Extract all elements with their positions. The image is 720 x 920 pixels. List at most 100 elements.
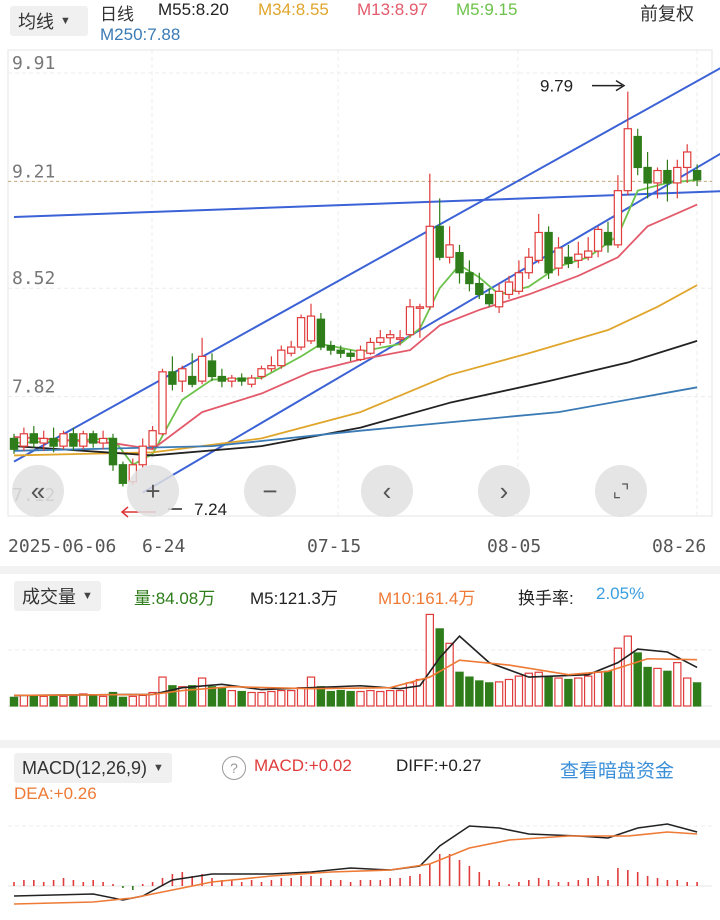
volume-bar <box>564 678 573 707</box>
candle-body <box>227 377 236 382</box>
chart-frame <box>7 49 713 517</box>
low-marker-arrowhead <box>120 506 129 518</box>
dea-line <box>13 831 698 905</box>
candle-body <box>316 318 326 348</box>
volume-bar <box>336 689 345 707</box>
high-price-label: 9.79 <box>540 77 573 96</box>
candle-body <box>257 368 266 378</box>
dark-pool-link[interactable]: 查看暗盘资金 <box>560 761 675 782</box>
candle-body <box>504 281 514 296</box>
candle-body <box>514 272 524 292</box>
candle-body <box>296 317 306 348</box>
volume-bar <box>356 690 365 707</box>
candle-body <box>386 334 395 339</box>
volume-bar <box>257 691 266 707</box>
fullscreen-button[interactable]: ⌞⌝ <box>595 465 647 517</box>
volume-bar <box>29 694 39 707</box>
candle-body <box>19 433 29 447</box>
volume-bar <box>306 676 316 707</box>
candle-body <box>405 306 415 336</box>
candle-body <box>593 228 603 252</box>
candle-body <box>59 433 68 447</box>
volume-bar <box>425 613 435 707</box>
volume-bar <box>69 694 78 707</box>
volume-selector-label: 成交量 <box>22 587 76 607</box>
volume-bar <box>623 635 633 707</box>
candle-body <box>188 375 197 385</box>
candle-body <box>79 433 88 447</box>
volume-indicator-selector[interactable]: 成交量 ▼ <box>14 581 101 611</box>
volume-bar <box>524 672 534 707</box>
volume-chart[interactable] <box>0 608 720 738</box>
volume-bar <box>39 695 48 707</box>
candle-body <box>425 225 435 308</box>
volume-bar <box>682 677 692 707</box>
period-label: 日线 <box>100 5 134 24</box>
volume-bar <box>613 647 623 707</box>
ma-selector-label: 均线 <box>18 12 54 32</box>
candlestick-chart[interactable]: 9.919.218.527.827.129.797.24 <box>0 0 720 520</box>
candle-body <box>623 128 633 192</box>
volume-value: 量:84.08万 <box>134 589 216 608</box>
candle-body <box>118 464 128 484</box>
m5-value: M5:9.15 <box>456 0 518 19</box>
ma-selector-button[interactable]: 均线 ▼ <box>10 6 88 36</box>
candle-body <box>603 231 613 246</box>
volume-bar <box>326 690 336 707</box>
candle-body <box>356 349 365 361</box>
turnover-value: 2.05% <box>596 584 645 603</box>
candle-body <box>39 437 48 444</box>
dea-value: DEA:+0.26 <box>14 784 97 803</box>
volume-bar <box>79 693 88 707</box>
macd-chart[interactable] <box>0 810 720 910</box>
candle-body <box>445 244 454 258</box>
volume-bar <box>227 689 236 707</box>
volume-bar <box>554 677 563 707</box>
volume-bar <box>435 628 444 707</box>
y-tick-label: 9.91 <box>12 53 55 74</box>
candle-body <box>574 253 583 261</box>
candle-body <box>524 256 534 274</box>
zoom-out-button[interactable]: − <box>244 465 296 517</box>
candle-body <box>395 337 405 340</box>
candle-body <box>267 365 276 370</box>
volume-bar <box>663 670 672 707</box>
candle-body <box>148 430 157 447</box>
trend-line <box>142 152 720 494</box>
chevron-right-icon: › <box>499 475 509 506</box>
scroll-right-button[interactable]: › <box>478 465 530 517</box>
candle-body <box>277 349 286 367</box>
scroll-left-button[interactable]: ‹ <box>361 465 413 517</box>
y-tick-label: 9.21 <box>12 161 55 182</box>
candle-body <box>29 433 39 444</box>
candle-body <box>544 231 553 274</box>
candle-body <box>475 282 484 296</box>
y-tick-label: 8.52 <box>12 268 55 289</box>
volume-bar <box>574 677 583 707</box>
fullscreen-icon: ⌞⌝ <box>612 480 630 501</box>
macd-indicator-selector[interactable]: MACD(12,26,9) ▼ <box>14 753 172 783</box>
volume-bar <box>118 696 128 707</box>
candle-body <box>613 190 623 246</box>
volume-bar <box>395 689 405 707</box>
candle-body <box>376 337 385 344</box>
candle-body <box>247 377 256 385</box>
help-icon[interactable]: ? <box>222 756 246 780</box>
volume-m5: M5:121.3万 <box>250 589 338 608</box>
volume-bar <box>128 695 137 707</box>
volume-bar <box>643 666 652 707</box>
m13-value: M13:8.97 <box>357 0 428 19</box>
volume-bar <box>217 687 227 707</box>
divider <box>0 740 720 748</box>
volume-bar <box>534 671 543 707</box>
candle-body <box>465 272 474 285</box>
candle-body <box>682 151 692 169</box>
zoom-in-button[interactable]: + <box>127 465 179 517</box>
scroll-left-fast-button[interactable]: « <box>12 465 64 517</box>
candle-body <box>306 315 316 342</box>
volume-bar <box>544 676 553 707</box>
candle-body <box>217 375 227 382</box>
volume-bar <box>277 689 286 707</box>
m55-value: M55:8.20 <box>158 0 229 19</box>
adjust-button[interactable]: 前复权 <box>640 4 694 24</box>
